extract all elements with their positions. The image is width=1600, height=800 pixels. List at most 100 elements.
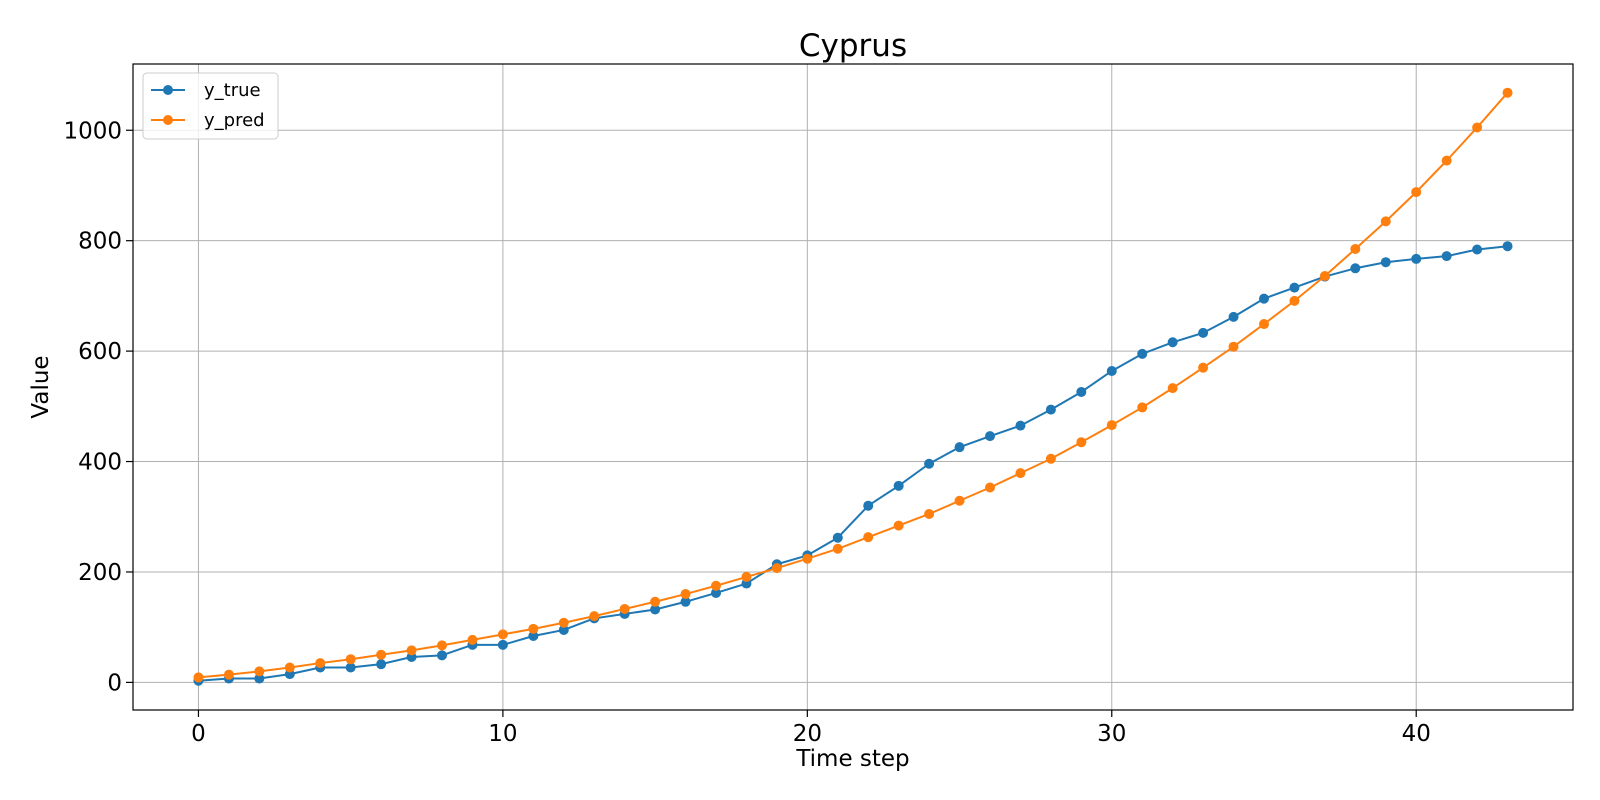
data-point-y-pred-14 [619,603,630,614]
legend-marker-y-pred [163,115,173,125]
data-point-y-pred-29 [1076,437,1087,448]
data-point-y-true-24 [924,458,935,469]
data-point-y-true-31 [1137,348,1148,359]
legend: y_true y_pred [142,72,279,140]
data-point-y-true-27 [1015,420,1026,431]
data-point-y-true-36 [1289,282,1300,293]
data-point-y-pred-28 [1045,453,1056,464]
x-tick-label-3: 30 [1097,721,1126,747]
x-tick-label-2: 20 [793,721,822,747]
x-axis-label: Time step [795,746,909,772]
legend-marker-y-true [163,85,173,95]
x-tick-label-0: 0 [191,721,206,747]
data-point-y-pred-37 [1319,271,1330,282]
data-point-y-pred-36 [1289,295,1300,306]
data-point-y-pred-31 [1137,402,1148,413]
data-point-y-true-30 [1106,365,1117,376]
chart-title: Cyprus [799,28,907,64]
data-point-y-pred-11 [528,623,539,634]
grid-lines [133,64,1573,710]
data-point-y-true-42 [1472,244,1483,255]
data-point-y-true-15 [650,604,661,615]
data-point-y-pred-38 [1350,243,1361,254]
data-point-y-pred-25 [954,495,965,506]
data-point-y-pred-39 [1380,216,1391,227]
data-point-y-true-8 [437,650,448,661]
data-point-y-pred-3 [284,662,295,673]
data-point-y-pred-12 [558,617,569,628]
data-point-y-pred-5 [345,654,356,665]
data-point-y-true-35 [1258,293,1269,304]
y-tick-label-3: 600 [78,339,122,365]
data-point-y-pred-15 [650,596,661,607]
data-point-y-pred-32 [1167,383,1178,394]
data-point-y-pred-10 [497,629,508,640]
data-point-y-pred-2 [254,666,265,677]
data-point-y-pred-24 [924,508,935,519]
data-point-y-pred-22 [863,532,874,543]
data-point-y-pred-26 [984,482,995,493]
y-axis-label: Value [28,355,54,418]
data-point-y-true-12 [558,624,569,635]
data-point-y-true-10 [497,639,508,650]
y-tick-label-2: 400 [78,450,122,476]
data-point-y-true-25 [954,442,965,453]
plot-frame [132,63,1574,711]
data-point-y-pred-4 [315,658,326,669]
data-point-y-true-38 [1350,263,1361,274]
y-tick-label-0: 0 [107,670,122,696]
data-point-y-pred-17 [711,580,722,591]
data-point-y-pred-19 [771,563,782,574]
data-point-y-pred-8 [437,640,448,651]
legend-label-y-pred: y_pred [204,110,265,131]
data-point-y-pred-6 [376,649,387,660]
y-tick-label-5: 1000 [63,118,122,144]
data-point-y-pred-18 [741,571,752,582]
data-point-y-pred-9 [467,634,478,645]
data-point-y-pred-23 [893,520,904,531]
data-point-y-pred-41 [1441,155,1452,166]
data-point-y-true-39 [1380,257,1391,268]
data-point-y-true-6 [376,659,387,670]
data-point-y-true-43 [1502,241,1513,252]
data-point-y-true-16 [680,596,691,607]
data-point-y-true-2 [254,673,265,684]
data-point-y-pred-42 [1472,122,1483,133]
data-point-y-pred-33 [1198,362,1209,373]
data-point-y-pred-20 [802,553,813,564]
data-point-y-pred-16 [680,589,691,600]
data-point-y-true-33 [1198,327,1209,338]
data-point-y-true-5 [345,662,356,673]
series-line-y-true [198,245,1508,682]
data-point-y-pred-0 [193,672,204,683]
data-point-y-pred-7 [406,645,417,656]
data-point-y-pred-1 [223,669,234,680]
data-point-y-true-41 [1441,251,1452,262]
data-point-y-true-29 [1076,386,1087,397]
data-point-y-pred-40 [1411,187,1422,198]
data-point-y-true-22 [863,500,874,511]
data-point-y-true-34 [1228,311,1239,322]
data-point-y-pred-43 [1502,87,1513,98]
data-point-y-true-21 [832,532,843,543]
x-tick-label-4: 40 [1402,721,1431,747]
data-point-y-pred-35 [1258,319,1269,330]
data-point-y-true-28 [1045,404,1056,415]
data-point-y-pred-27 [1015,468,1026,479]
series-lines [193,87,1513,686]
data-point-y-true-11 [528,631,539,642]
data-point-y-true-40 [1411,253,1422,264]
data-point-y-pred-34 [1228,341,1239,352]
data-point-y-true-23 [893,480,904,491]
data-point-y-true-17 [711,587,722,598]
data-point-y-pred-30 [1106,420,1117,431]
legend-label-y-true: y_true [204,80,261,101]
y-tick-label-1: 200 [78,560,122,586]
series-y-pred [193,87,1513,683]
x-tick-label-1: 10 [488,721,517,747]
series-line-y-pred [198,92,1509,679]
y-tick-label-4: 800 [78,229,122,255]
data-point-y-pred-13 [589,611,600,622]
